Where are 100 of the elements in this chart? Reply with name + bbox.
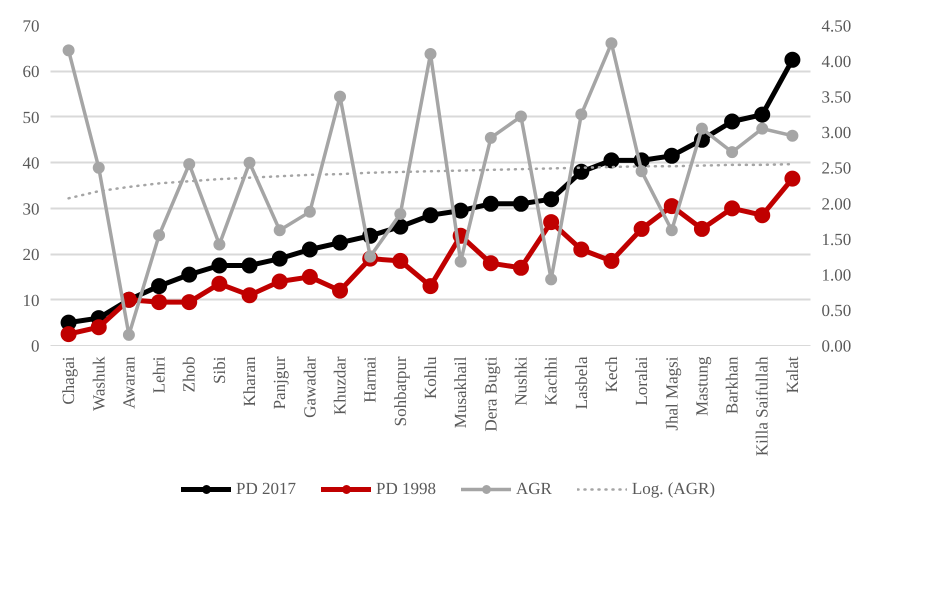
point — [603, 152, 620, 168]
point — [304, 206, 316, 218]
legend-label: PD 2017 — [236, 479, 296, 499]
point — [334, 90, 346, 103]
x-tick-label: Kalat — [782, 356, 802, 394]
point — [151, 278, 168, 294]
x-tick-label: Sibi — [210, 356, 229, 384]
point — [575, 108, 588, 120]
x-tick-label: Sohbatpur — [390, 356, 410, 426]
x-tick-label: Chagai — [59, 356, 78, 405]
point — [482, 196, 499, 212]
x-tick-label: Barkhan — [722, 356, 742, 414]
point — [514, 110, 527, 123]
x-tick-label: Gawadar — [300, 356, 320, 418]
x-tick-label: Mastung — [692, 356, 712, 416]
point — [151, 294, 168, 310]
y-tick-label: 0 — [31, 336, 40, 356]
point — [512, 260, 529, 276]
point — [122, 328, 135, 341]
y2-tick-label: 3.00 — [822, 123, 852, 142]
point — [394, 208, 406, 220]
point — [454, 256, 467, 268]
x-tick-label: Awaran — [119, 356, 138, 409]
point — [422, 207, 438, 224]
point — [242, 258, 258, 274]
x-tick-label: Kachhi — [542, 356, 561, 406]
point — [213, 238, 226, 251]
point — [392, 252, 408, 269]
y-tick-label: 20 — [22, 245, 40, 264]
point — [211, 276, 228, 292]
point — [183, 158, 196, 170]
point — [181, 266, 198, 283]
x-tick-label: Nushki — [511, 356, 530, 406]
y-tick-label: 70 — [22, 16, 40, 36]
point — [332, 282, 348, 299]
point — [573, 242, 590, 258]
point — [754, 106, 770, 123]
point — [573, 164, 590, 180]
x-tick-label: Harnai — [360, 356, 380, 403]
point — [62, 44, 75, 56]
point — [696, 122, 708, 135]
y2-tick-label: 2.50 — [822, 158, 852, 178]
point — [211, 258, 228, 274]
x-tick-label: Musakhail — [451, 356, 470, 428]
point — [512, 196, 529, 212]
x-tick-label: Killa Saifullah — [752, 356, 772, 456]
x-tick-label: Kharan — [240, 356, 260, 407]
point — [545, 273, 558, 286]
y2-tick-label: 0.00 — [822, 336, 852, 356]
point — [424, 48, 436, 60]
y-tick-label: 10 — [22, 290, 40, 310]
point — [274, 224, 286, 236]
x-tick-label: Loralai — [632, 356, 652, 406]
x-tick-label: Jhal Magsi — [662, 356, 682, 431]
point — [543, 214, 560, 230]
point — [605, 37, 618, 50]
point — [724, 114, 740, 130]
y2-tick-label: 3.50 — [822, 88, 852, 107]
point — [754, 207, 770, 224]
point — [302, 242, 318, 258]
y-tick-label: 60 — [22, 62, 40, 82]
point — [244, 156, 256, 169]
point — [90, 319, 107, 336]
x-tick-label: Lasbela — [572, 356, 591, 410]
point — [634, 220, 650, 237]
x-tick-label: Panjgur — [270, 356, 290, 410]
point — [153, 229, 166, 242]
point — [422, 278, 438, 294]
x-tick-label: Khuzdar — [330, 356, 350, 416]
point — [272, 250, 288, 267]
point — [452, 202, 469, 219]
point — [636, 165, 648, 178]
point — [484, 132, 497, 144]
point — [181, 294, 198, 310]
x-tick-label: Kohlu — [421, 356, 440, 399]
x-tick-label: Washuk — [89, 356, 108, 411]
y2-tick-label: 1.00 — [822, 265, 852, 284]
point — [272, 274, 288, 290]
point — [784, 170, 800, 187]
x-tick-label: Zhob — [180, 356, 199, 392]
point — [603, 252, 620, 269]
point — [482, 255, 499, 272]
legend-label: AGR — [516, 479, 552, 499]
y2-tick-label: 2.00 — [822, 194, 852, 214]
point — [726, 146, 738, 158]
y-tick-label: 30 — [22, 199, 40, 218]
point — [543, 191, 560, 208]
legend-label: Log. (AGR) — [632, 479, 715, 499]
y2-tick-label: 4.00 — [822, 52, 852, 72]
point — [786, 130, 798, 142]
point — [664, 148, 680, 164]
point — [92, 162, 105, 174]
legend-label: PD 1998 — [376, 479, 436, 499]
point — [784, 52, 800, 68]
y-tick-label: 50 — [22, 108, 40, 127]
x-tick-label: Kech — [602, 356, 621, 392]
point — [332, 234, 348, 251]
point — [242, 287, 258, 304]
y-tick-label: 40 — [22, 154, 40, 173]
point — [302, 268, 318, 285]
